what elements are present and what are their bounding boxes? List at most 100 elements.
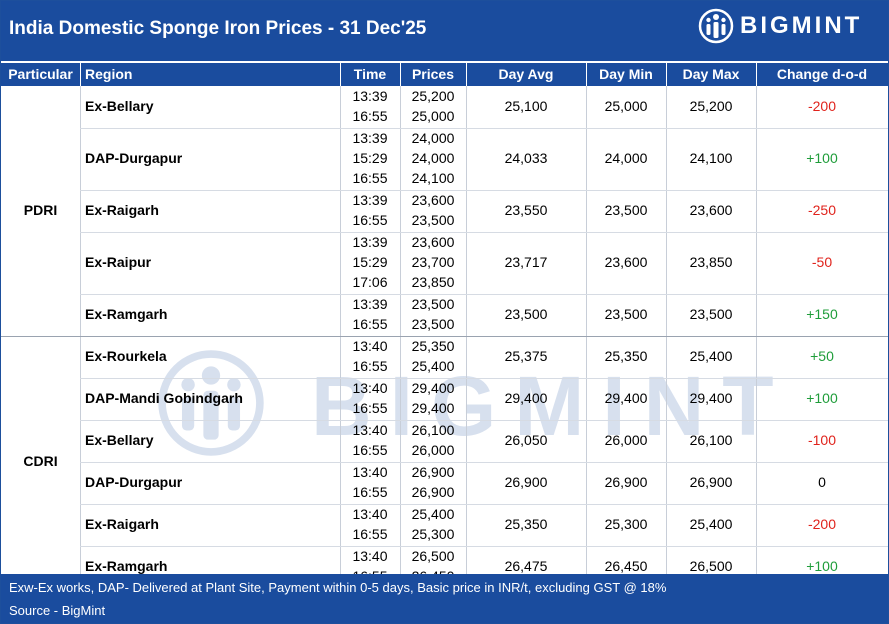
price-value: 24,100: [411, 170, 455, 186]
day-min-value: 29,400: [604, 390, 648, 406]
day-avg-value: 26,475: [504, 558, 548, 574]
row-divider: [80, 462, 888, 463]
table-row: Ex-Rourkela 13:40 16:55 25,350 25,400 25,375 2…: [1, 336, 888, 378]
column-divider: [400, 86, 401, 574]
day-avg-value: 25,100: [504, 98, 548, 114]
price-value: 25,200: [411, 88, 455, 104]
price-value: 23,500: [411, 296, 455, 312]
price-value: 24,000: [411, 130, 455, 146]
day-max-value: 23,500: [689, 306, 733, 322]
region-name: Ex-Raipur: [85, 254, 152, 270]
table-row: Ex-Raigarh 13:40 16:55 25,400 25,300 25,350 25…: [1, 504, 888, 546]
region-name: DAP-Durgapur: [85, 474, 183, 490]
time-value: 17:06: [352, 274, 388, 290]
region-name: Ex-Ramgarh: [85, 558, 168, 574]
table-row: Ex-Bellary 13:39 16:55 25,200 25,000 25,100 25…: [1, 86, 888, 128]
time-value: 13:40: [352, 380, 388, 396]
day-max-value: 25,200: [689, 98, 733, 114]
day-avg-value: 26,900: [504, 474, 548, 490]
day-max-value: 26,100: [689, 432, 733, 448]
day-avg-value: 23,717: [504, 254, 548, 270]
day-min-value: 25,350: [604, 348, 648, 364]
change-value: +100: [806, 150, 838, 166]
day-avg-value: 25,375: [504, 348, 548, 364]
price-value: 26,900: [411, 464, 455, 480]
price-value: 23,500: [411, 316, 455, 332]
day-min-value: 23,500: [604, 306, 648, 322]
change-value: +150: [806, 306, 838, 322]
price-value: 25,000: [411, 108, 455, 124]
page-title: India Domestic Sponge Iron Prices - 31 D…: [9, 18, 427, 39]
day-avg-value: 26,050: [504, 432, 548, 448]
column-header-change: Change d-o-d: [776, 66, 868, 82]
day-max-value: 24,100: [689, 150, 733, 166]
price-value: 29,400: [411, 380, 455, 396]
region-name: DAP-Mandi Gobindgarh: [85, 390, 243, 406]
column-divider: [466, 86, 467, 574]
price-value: 25,350: [411, 338, 455, 354]
region-name: Ex-Raigarh: [85, 516, 159, 532]
table-row: Ex-Raigarh 13:39 16:55 23,600 23,500 23,550 23…: [1, 190, 888, 232]
region-name: Ex-Rourkela: [85, 348, 167, 364]
time-value: 13:39: [352, 192, 388, 208]
table-row: DAP-Mandi Gobindgarh 13:40 16:55 29,400 29,4…: [1, 378, 888, 420]
column-header-day-max: Day Max: [682, 66, 740, 82]
change-value: -200: [807, 516, 837, 532]
column-header-prices: Prices: [411, 66, 455, 82]
time-value: 16:55: [352, 484, 388, 500]
time-value: 13:40: [352, 506, 388, 522]
price-value: 23,700: [411, 254, 455, 270]
price-value: 26,900: [411, 484, 455, 500]
column-divider: [586, 86, 587, 574]
time-value: 16:55: [352, 212, 388, 228]
day-min-value: 26,450: [604, 558, 648, 574]
row-divider: [80, 232, 888, 233]
day-min-value: 26,000: [604, 432, 648, 448]
title-bar: India Domestic Sponge Iron Prices - 31 D…: [1, 1, 888, 61]
region-name: Ex-Raigarh: [85, 202, 159, 218]
brand-name: BIGMINT: [740, 12, 863, 39]
price-value: 23,600: [411, 234, 455, 250]
day-avg-value: 25,350: [504, 516, 548, 532]
change-value: +100: [806, 390, 838, 406]
change-value: -200: [807, 98, 837, 114]
price-value: 26,000: [411, 442, 455, 458]
time-value: 15:29: [352, 254, 388, 270]
column-divider: [340, 86, 341, 574]
change-value: 0: [818, 474, 826, 490]
time-value: 16:55: [352, 442, 388, 458]
region-name: Ex-Bellary: [85, 98, 154, 114]
table-row: DAP-Durgapur 13:40 16:55 26,900 26,900 26,900…: [1, 462, 888, 504]
footer-note: Exw-Ex works, DAP- Delivered at Plant Si…: [9, 580, 667, 595]
price-value: 23,600: [411, 192, 455, 208]
row-divider: [80, 378, 888, 379]
price-value: 23,850: [411, 274, 455, 290]
day-avg-value: 24,033: [504, 150, 548, 166]
particular-label: PDRI: [23, 202, 58, 218]
day-min-value: 24,000: [604, 150, 648, 166]
day-avg-value: 29,400: [504, 390, 548, 406]
column-header-particular: Particular: [8, 66, 73, 82]
change-value: -50: [811, 254, 833, 270]
column-header-day-min: Day Min: [599, 66, 653, 82]
region-name: DAP-Durgapur: [85, 150, 183, 166]
region-name: Ex-Ramgarh: [85, 306, 168, 322]
day-max-value: 25,400: [689, 348, 733, 364]
group-divider: [1, 336, 888, 337]
table-header: Particular Region Time Prices Day Avg Da…: [1, 63, 888, 86]
change-value: -250: [807, 202, 837, 218]
time-value: 16:55: [352, 358, 388, 374]
row-divider: [80, 190, 888, 191]
time-value: 15:29: [352, 150, 388, 166]
time-value: 13:39: [352, 88, 388, 104]
price-value: 25,400: [411, 358, 455, 374]
column-header-day-avg: Day Avg: [498, 66, 554, 82]
price-value: 26,100: [411, 422, 455, 438]
price-value: 25,300: [411, 526, 455, 542]
row-divider: [80, 504, 888, 505]
particular-label: CDRI: [23, 453, 58, 469]
price-value: 29,400: [411, 400, 455, 416]
time-value: 16:55: [352, 526, 388, 542]
time-value: 13:40: [352, 338, 388, 354]
